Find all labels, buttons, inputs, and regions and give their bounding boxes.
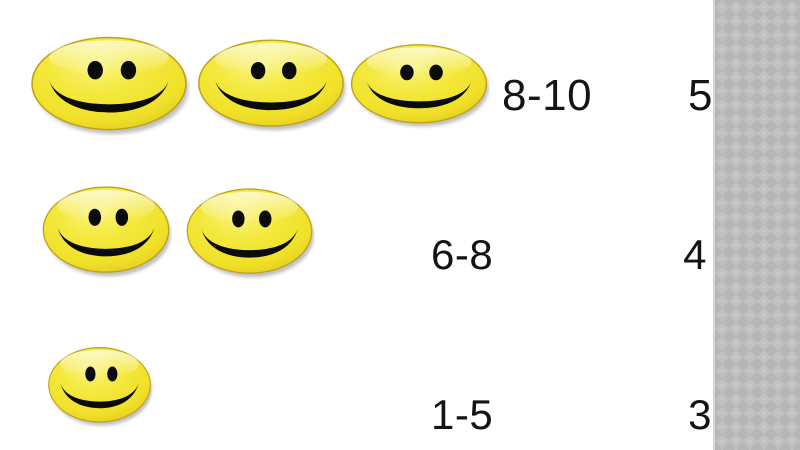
grade-value: 3 bbox=[688, 391, 712, 438]
grade-value: 4 bbox=[683, 231, 707, 278]
smiley-face-icon bbox=[40, 183, 172, 279]
score-range-label: 6-8 bbox=[431, 231, 494, 278]
diamond-pattern-strip bbox=[713, 0, 800, 450]
smiley-face-icon bbox=[195, 36, 347, 133]
smiley-face-icon bbox=[348, 41, 490, 129]
smiley-face-icon bbox=[46, 344, 153, 428]
score-range-label: 8-10 bbox=[502, 71, 593, 120]
grade-value: 5 bbox=[688, 71, 713, 120]
smiley-face-icon bbox=[184, 185, 315, 280]
smiley-face-icon bbox=[28, 33, 190, 137]
score-range-label: 1-5 bbox=[431, 391, 494, 438]
